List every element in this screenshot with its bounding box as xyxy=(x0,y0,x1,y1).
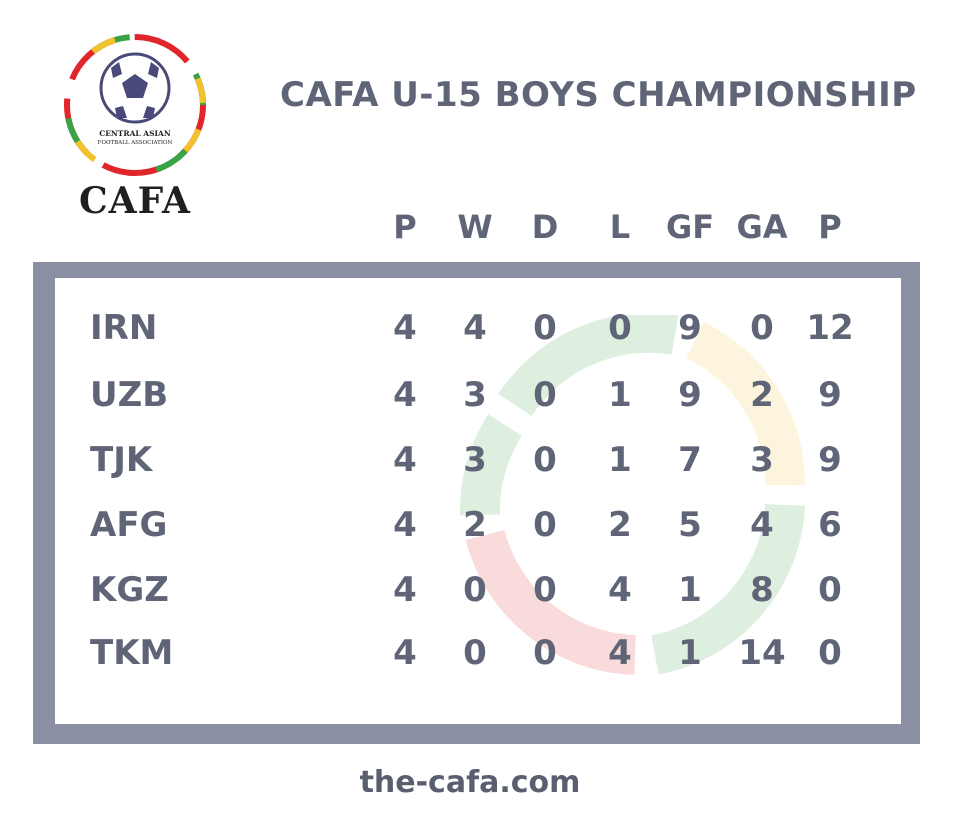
logo-wordmark: CAFA xyxy=(79,180,191,222)
cafa-logo: CENTRAL ASIAN FOOTBALL ASSOCIATION xyxy=(64,34,206,176)
table-cell: 2 xyxy=(463,505,487,545)
table-cell: 2 xyxy=(750,375,774,415)
table-cell: 1 xyxy=(608,375,632,415)
table-cell: 0 xyxy=(750,308,774,348)
table-cell: 0 xyxy=(818,633,842,673)
column-header: L xyxy=(609,208,631,246)
table-cell: 9 xyxy=(818,375,842,415)
table-cell: 4 xyxy=(393,633,417,673)
team-name: AFG xyxy=(90,505,168,545)
team-name: TKM xyxy=(90,633,174,673)
table-cell: 4 xyxy=(463,308,487,348)
table-cell: 4 xyxy=(393,375,417,415)
column-header: GA xyxy=(736,208,788,246)
team-name: KGZ xyxy=(90,570,169,610)
svg-text:CENTRAL ASIAN: CENTRAL ASIAN xyxy=(99,129,171,138)
team-name: TJK xyxy=(90,440,153,480)
table-cell: 4 xyxy=(750,505,774,545)
footer-url[interactable]: the-cafa.com xyxy=(359,765,581,800)
table-cell: 1 xyxy=(678,570,702,610)
table-cell: 0 xyxy=(533,570,557,610)
table-cell: 9 xyxy=(678,308,702,348)
table-cell: 4 xyxy=(608,570,632,610)
table-cell: 4 xyxy=(393,505,417,545)
table-cell: 0 xyxy=(533,505,557,545)
table-cell: 4 xyxy=(608,633,632,673)
svg-text:FOOTBALL ASSOCIATION: FOOTBALL ASSOCIATION xyxy=(98,140,173,146)
watermark-logo-icon xyxy=(459,315,805,675)
table-cell: 1 xyxy=(678,633,702,673)
table-cell: 4 xyxy=(393,570,417,610)
table-cell: 5 xyxy=(678,505,702,545)
table-cell: 0 xyxy=(533,633,557,673)
column-header: GF xyxy=(665,208,715,246)
table-cell: 12 xyxy=(806,308,854,348)
table-cell: 14 xyxy=(738,633,786,673)
table-cell: 0 xyxy=(608,308,632,348)
team-name: IRN xyxy=(90,308,158,348)
table-cell: 3 xyxy=(750,440,774,480)
page-title: CAFA U-15 BOYS CHAMPIONSHIP xyxy=(280,75,917,115)
table-cell: 0 xyxy=(533,308,557,348)
table-cell: 3 xyxy=(463,375,487,415)
table-cell: 9 xyxy=(678,375,702,415)
column-header: P xyxy=(393,208,417,246)
table-cell: 7 xyxy=(678,440,702,480)
table-cell: 8 xyxy=(750,570,774,610)
column-header: W xyxy=(457,208,493,246)
table-cell: 0 xyxy=(463,570,487,610)
column-header: P xyxy=(818,208,842,246)
table-cell: 6 xyxy=(818,505,842,545)
table-cell: 9 xyxy=(818,440,842,480)
table-cell: 1 xyxy=(608,440,632,480)
table-cell: 0 xyxy=(818,570,842,610)
team-name: UZB xyxy=(90,375,169,415)
table-cell: 0 xyxy=(533,440,557,480)
table-cell: 0 xyxy=(463,633,487,673)
table-cell: 4 xyxy=(393,308,417,348)
table-cell: 4 xyxy=(393,440,417,480)
table-cell: 2 xyxy=(608,505,632,545)
table-cell: 0 xyxy=(533,375,557,415)
column-header: D xyxy=(531,208,559,246)
standings-panel xyxy=(55,278,901,724)
table-cell: 3 xyxy=(463,440,487,480)
